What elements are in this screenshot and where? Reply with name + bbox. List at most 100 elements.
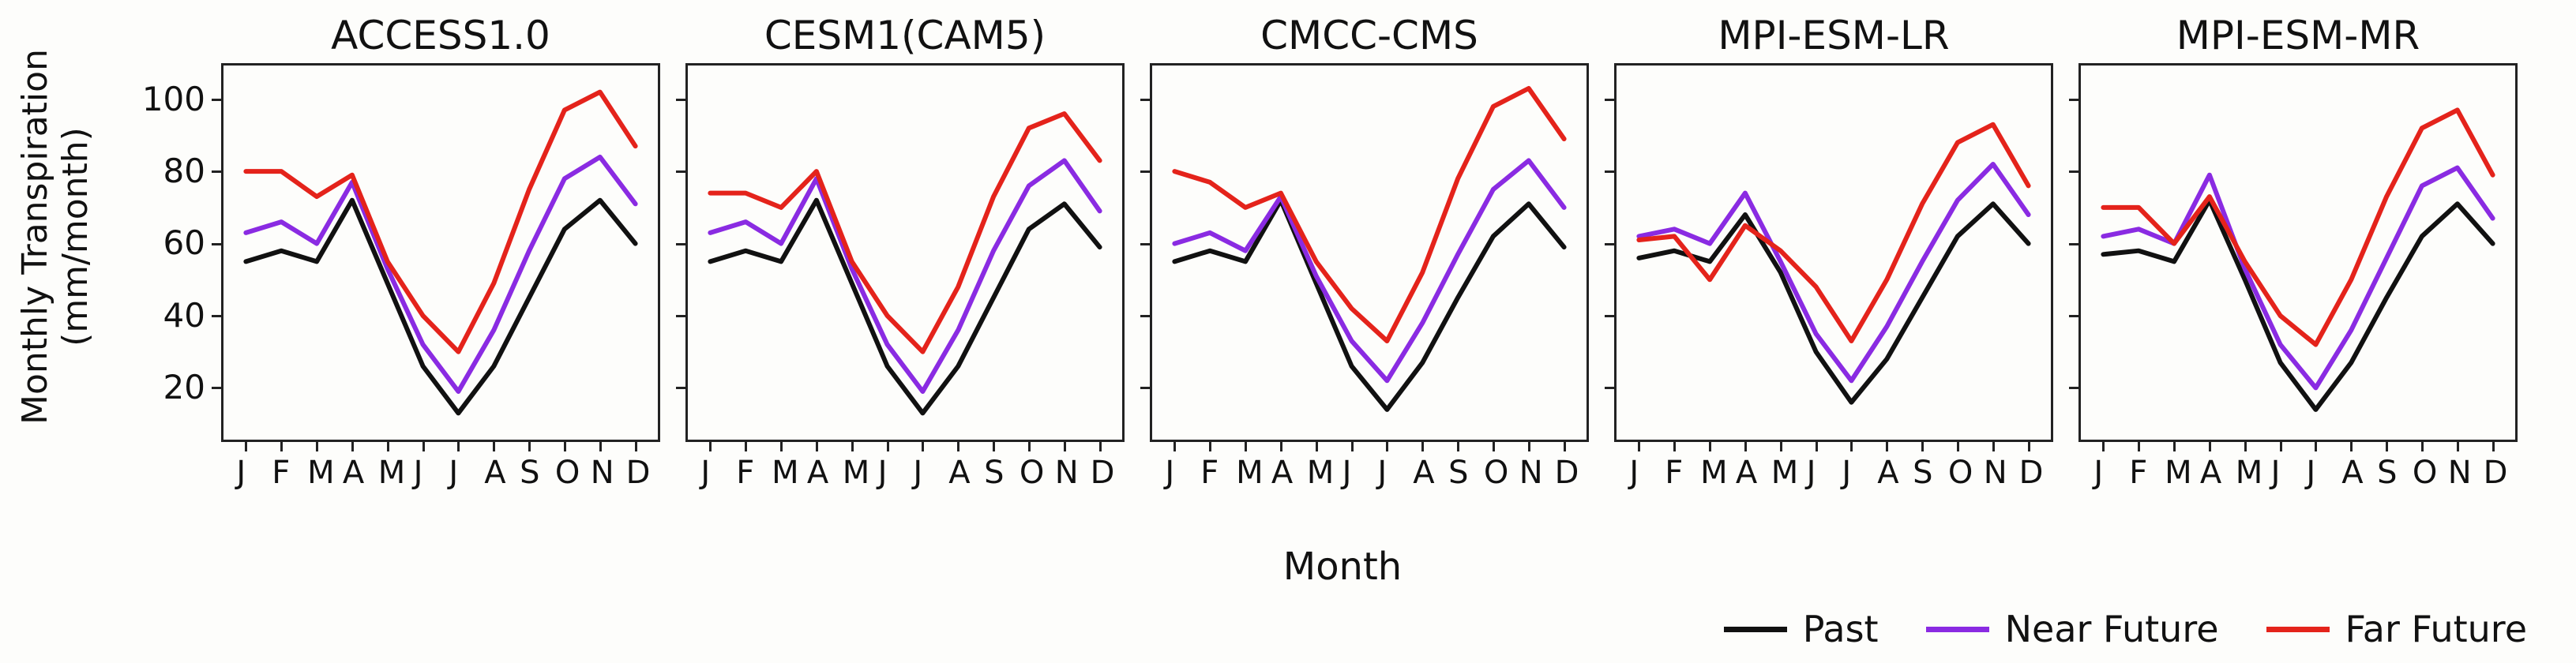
x-tick-label: O — [555, 455, 580, 491]
x-tick — [316, 442, 318, 451]
x-tick — [709, 442, 712, 451]
x-tick — [1528, 442, 1530, 451]
x-tick-label: M — [307, 455, 335, 491]
x-tick-label: J — [1342, 455, 1352, 491]
legend-label: Past — [1803, 608, 1879, 650]
x-tick — [2138, 442, 2140, 451]
x-tick — [2028, 442, 2030, 451]
x-tick-label: J — [236, 455, 246, 491]
x-tick — [1209, 442, 1211, 451]
x-tick — [1816, 442, 1818, 451]
x-tick — [1638, 442, 1640, 451]
series-line-near_future — [710, 160, 1099, 391]
series-line-far_future — [1174, 88, 1564, 341]
x-tick-label: S — [1913, 455, 1932, 491]
x-tick-label: J — [449, 455, 458, 491]
series-line-past — [1174, 200, 1564, 410]
series-line-near_future — [1174, 160, 1564, 380]
x-tick — [2350, 442, 2353, 451]
series-line-past — [246, 200, 635, 414]
x-tick-label: M — [1700, 455, 1728, 491]
x-tick — [816, 442, 818, 451]
series-line-far_future — [710, 114, 1099, 352]
x-tick-label: A — [1271, 455, 1293, 491]
x-tick-label: J — [1165, 455, 1174, 491]
series-line-near_future — [246, 157, 635, 391]
y-tick — [212, 387, 221, 389]
y-tick — [2069, 315, 2078, 317]
x-tick-label: M — [378, 455, 406, 491]
x-tick-label: M — [772, 455, 799, 491]
x-tick — [887, 442, 889, 451]
x-tick — [780, 442, 783, 451]
x-tick — [2421, 442, 2424, 451]
x-tick-label: M — [1236, 455, 1264, 491]
panel-title: ACCESS1.0 — [331, 13, 550, 58]
x-tick — [1099, 442, 1102, 451]
x-tick-label: J — [1842, 455, 1851, 491]
plot-area — [1150, 63, 1589, 442]
panel: CMCC-CMSJFMAMJJASOND — [1150, 63, 1589, 442]
y-tick — [212, 99, 221, 101]
x-tick-label: F — [736, 455, 754, 491]
y-tick — [676, 99, 685, 101]
y-tick — [676, 170, 685, 173]
legend-swatch — [2266, 627, 2330, 632]
panel: MPI-ESM-LRJFMAMJJASOND — [1614, 63, 2053, 442]
y-tick — [2069, 387, 2078, 389]
x-tick — [993, 442, 995, 451]
panel: MPI-ESM-MRJFMAMJJASOND — [2078, 63, 2518, 442]
x-tick-label: N — [1519, 455, 1543, 491]
y-tick — [676, 243, 685, 245]
plot-area — [221, 63, 660, 442]
y-tick — [1605, 387, 1614, 389]
y-tick — [1140, 99, 1150, 101]
x-tick-label: A — [343, 455, 364, 491]
x-tick — [422, 442, 425, 451]
legend-swatch — [1926, 627, 1989, 632]
x-tick — [2492, 442, 2495, 451]
y-tick — [2069, 99, 2078, 101]
y-tick — [212, 315, 221, 317]
x-tick — [1280, 442, 1282, 451]
x-tick — [1886, 442, 1888, 451]
x-tick-label: F — [1200, 455, 1219, 491]
x-tick-label: N — [591, 455, 614, 491]
x-tick — [387, 442, 389, 451]
x-tick — [1064, 442, 1066, 451]
x-tick — [1850, 442, 1853, 451]
x-tick — [2209, 442, 2211, 451]
x-tick-label: A — [2200, 455, 2221, 491]
panel-title: CMCC-CMS — [1260, 13, 1478, 58]
x-tick-label: A — [2341, 455, 2363, 491]
x-tick-label: O — [1484, 455, 1508, 491]
x-tick — [245, 442, 247, 451]
x-tick-label: J — [1807, 455, 1816, 491]
x-tick-label: A — [1413, 455, 1434, 491]
x-tick — [599, 442, 602, 451]
x-tick-label: M — [2236, 455, 2263, 491]
y-tick-label: 40 — [163, 296, 205, 335]
x-tick-label: J — [878, 455, 888, 491]
legend: Past Near Future Far Future — [1724, 608, 2527, 650]
x-tick-label: A — [1736, 455, 1757, 491]
x-tick — [2386, 442, 2388, 451]
x-tick-label: F — [272, 455, 290, 491]
y-tick — [1140, 315, 1150, 317]
x-tick — [922, 442, 924, 451]
legend-item: Far Future — [2266, 608, 2527, 650]
x-tick-label: J — [700, 455, 710, 491]
plot-area — [2078, 63, 2518, 442]
x-tick-label: J — [2271, 455, 2281, 491]
x-tick — [745, 442, 747, 451]
x-tick — [851, 442, 854, 451]
x-tick — [1351, 442, 1354, 451]
plot-area — [1614, 63, 2053, 442]
x-tick — [1564, 442, 1566, 451]
x-tick-label: D — [1091, 455, 1115, 491]
x-tick — [1957, 442, 1959, 451]
x-tick — [1421, 442, 1424, 451]
x-tick-label: F — [2129, 455, 2147, 491]
x-tick-label: D — [1555, 455, 1579, 491]
legend-label: Near Future — [2005, 608, 2219, 650]
